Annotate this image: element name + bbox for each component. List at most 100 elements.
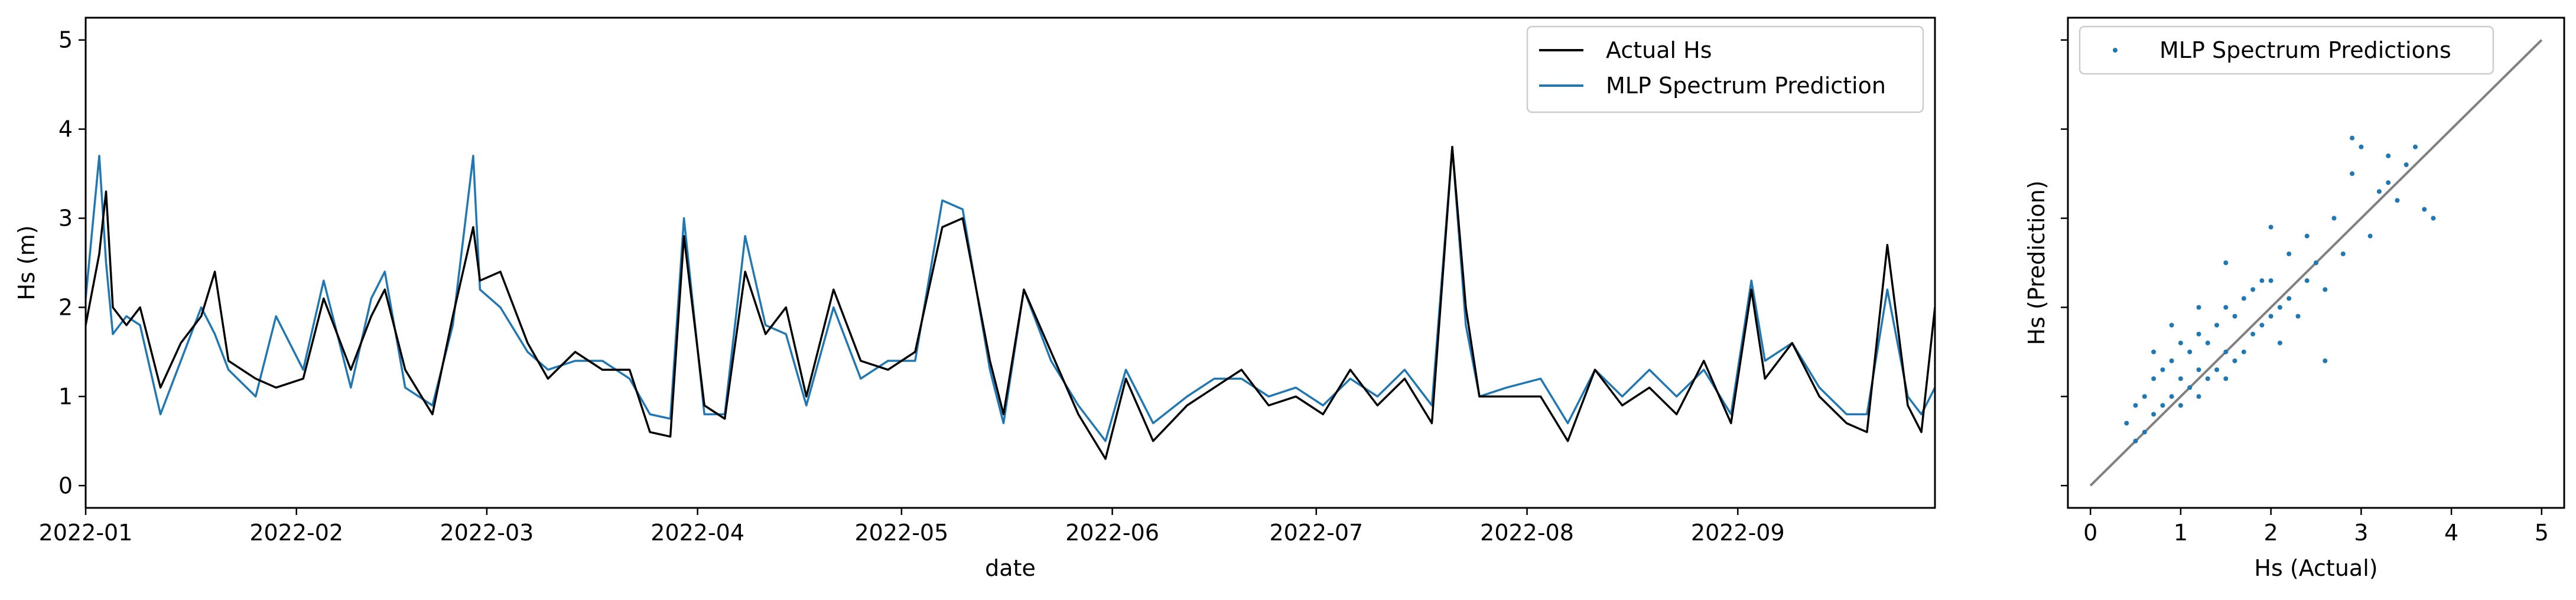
scatter-point xyxy=(2160,367,2165,373)
scatter-point xyxy=(2314,260,2318,265)
scatter-y-axis-label: Hs (Prediction) xyxy=(2024,181,2050,345)
scatter-point xyxy=(2205,376,2210,381)
scatter-point xyxy=(2250,287,2256,292)
legend-swatch-scatter xyxy=(2113,48,2118,53)
scatter-point xyxy=(2431,216,2436,221)
scatter-point xyxy=(2422,207,2427,212)
scatter-points xyxy=(2124,135,2436,444)
scatter-point xyxy=(2196,394,2201,399)
scatter-point xyxy=(2304,278,2310,283)
timeseries-x-tick-label: 2022-03 xyxy=(440,520,534,546)
scatter-point xyxy=(2205,340,2210,345)
timeseries-x-tick-label: 2022-01 xyxy=(39,520,133,546)
scatter-point xyxy=(2376,189,2382,194)
scatter-point xyxy=(2214,322,2219,328)
timeseries-x-ticks: 2022-01 2022-02 2022-03 2022-04 2022-05 2022-… xyxy=(39,508,1785,546)
timeseries-legend: Actual Hs MLP Spectrum Prediction xyxy=(1526,25,1924,113)
scatter-point xyxy=(2196,367,2201,373)
scatter-point xyxy=(2169,358,2174,363)
timeseries-x-axis-label: date xyxy=(985,555,1036,581)
scatter-point xyxy=(2286,251,2292,256)
timeseries-x-tick-label: 2022-02 xyxy=(249,520,343,546)
timeseries-x-tick-label: 2022-08 xyxy=(1480,520,1574,546)
scatter-point xyxy=(2142,429,2147,435)
scatter-point xyxy=(2151,349,2157,354)
scatter-point xyxy=(2133,438,2138,444)
scatter-point xyxy=(2350,171,2355,177)
scatter-x-tick-label: 3 xyxy=(2354,520,2368,546)
scatter-point xyxy=(2367,233,2373,239)
scatter-point xyxy=(2178,403,2183,408)
timeseries-y-tick-label: 1 xyxy=(58,383,73,409)
scatter-point xyxy=(2386,153,2391,158)
scatter-point xyxy=(2169,394,2174,399)
scatter-point xyxy=(2277,340,2282,345)
timeseries-y-tick-label: 2 xyxy=(58,294,73,320)
timeseries-plot-frame xyxy=(84,17,1936,509)
scatter-point xyxy=(2323,358,2328,363)
timeseries-x-tick-label: 2022-05 xyxy=(854,520,948,546)
scatter-x-tick-label: 0 xyxy=(2083,520,2097,546)
scatter-point xyxy=(2359,144,2364,149)
scatter-point xyxy=(2259,278,2265,283)
scatter-point xyxy=(2304,233,2310,239)
scatter-legend: MLP Spectrum Predictions xyxy=(2079,25,2494,75)
scatter-point xyxy=(2232,314,2237,319)
scatter-point xyxy=(2395,198,2400,203)
scatter-x-tick-label: 2 xyxy=(2264,520,2278,546)
scatter-point xyxy=(2133,403,2138,408)
legend-label-mlp: MLP Spectrum Prediction xyxy=(1606,73,1886,99)
scatter-point xyxy=(2286,296,2292,301)
series-line-mlp-prediction xyxy=(86,146,1935,442)
timeseries-y-tick-label: 4 xyxy=(58,116,73,142)
legend-label-scatter: MLP Spectrum Predictions xyxy=(2159,37,2451,63)
timeseries-x-tick-label: 2022-06 xyxy=(1065,520,1159,546)
scatter-point xyxy=(2350,135,2355,141)
scatter-point xyxy=(2187,349,2193,354)
scatter-point xyxy=(2241,349,2246,354)
scatter-plot-frame xyxy=(2067,17,2565,509)
scatter-point xyxy=(2142,394,2147,399)
scatter-x-tick-label: 5 xyxy=(2535,520,2549,546)
scatter-x-ticks: 0 1 2 3 4 5 xyxy=(2083,508,2549,546)
scatter-point xyxy=(2196,305,2201,310)
scatter-panel: 0 1 2 3 4 5 Hs (Actual) Hs (Prediction) MLP S… xyxy=(2024,17,2565,581)
timeseries-y-tick-label: 0 xyxy=(58,472,73,498)
legend-label-actual: Actual Hs xyxy=(1606,37,1712,63)
scatter-x-tick-label: 4 xyxy=(2444,520,2458,546)
series-line-actual-hs xyxy=(86,146,1935,460)
scatter-point xyxy=(2386,180,2391,185)
scatter-x-axis-label: Hs (Actual) xyxy=(2254,555,2377,581)
scatter-point xyxy=(2268,224,2273,230)
scatter-point xyxy=(2178,340,2183,345)
scatter-point xyxy=(2124,420,2129,426)
scatter-point xyxy=(2413,144,2418,149)
timeseries-y-ticks: 0 1 2 3 4 5 xyxy=(58,27,86,498)
scatter-point xyxy=(2223,349,2229,354)
timeseries-x-tick-label: 2022-09 xyxy=(1691,520,1785,546)
scatter-point xyxy=(2259,322,2265,328)
scatter-point xyxy=(2295,314,2301,319)
scatter-point xyxy=(2241,296,2246,301)
timeseries-y-tick-label: 3 xyxy=(58,206,73,231)
scatter-point xyxy=(2187,385,2193,390)
scatter-point xyxy=(2323,287,2328,292)
scatter-point xyxy=(2178,376,2183,381)
scatter-x-tick-label: 1 xyxy=(2174,520,2188,546)
scatter-point xyxy=(2331,216,2337,221)
timeseries-lines xyxy=(86,146,1935,460)
scatter-point xyxy=(2277,305,2282,310)
timeseries-x-tick-label: 2022-07 xyxy=(1269,520,1363,546)
timeseries-y-axis-label: Hs (m) xyxy=(14,225,40,300)
scatter-point xyxy=(2160,403,2165,408)
scatter-point xyxy=(2196,331,2201,337)
scatter-point xyxy=(2151,376,2157,381)
scatter-point xyxy=(2223,305,2229,310)
scatter-point xyxy=(2151,412,2157,417)
scatter-point xyxy=(2223,260,2229,265)
scatter-point xyxy=(2169,322,2174,328)
scatter-point xyxy=(2250,331,2256,337)
scatter-point xyxy=(2340,251,2346,256)
